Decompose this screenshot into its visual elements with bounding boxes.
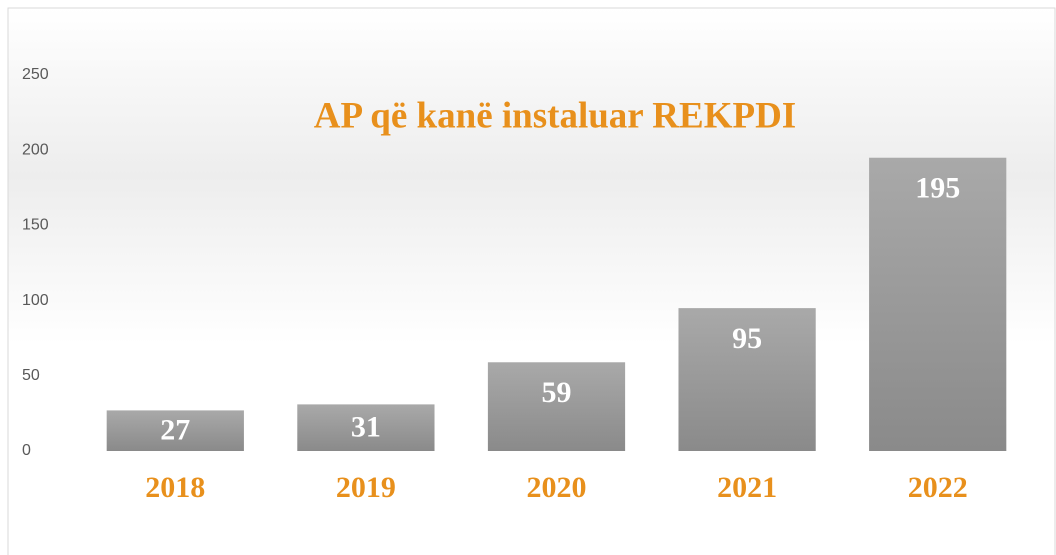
x-tick-label: 2021	[717, 471, 777, 504]
data-label: 95	[732, 322, 762, 355]
data-label: 31	[351, 411, 381, 444]
y-tick-label: 0	[22, 442, 31, 459]
x-tick-label: 2018	[145, 471, 205, 504]
chart-title: AP që kanë instaluar REKPDI	[314, 95, 796, 136]
y-tick-label: 50	[22, 367, 40, 384]
data-label: 27	[160, 414, 190, 447]
y-tick-label: 200	[22, 141, 49, 158]
bar	[297, 404, 435, 451]
y-tick-label: 100	[22, 292, 49, 309]
y-tick-label: 250	[22, 66, 49, 83]
y-tick-label: 150	[22, 217, 49, 234]
x-tick-label: 2019	[336, 471, 396, 504]
data-label: 195	[915, 172, 960, 205]
x-tick-label: 2022	[908, 471, 968, 504]
bar	[487, 362, 626, 451]
data-label: 59	[542, 376, 572, 409]
bar	[106, 410, 244, 451]
bar	[678, 308, 816, 451]
bar	[869, 157, 1007, 451]
x-tick-label: 2020	[527, 471, 587, 504]
